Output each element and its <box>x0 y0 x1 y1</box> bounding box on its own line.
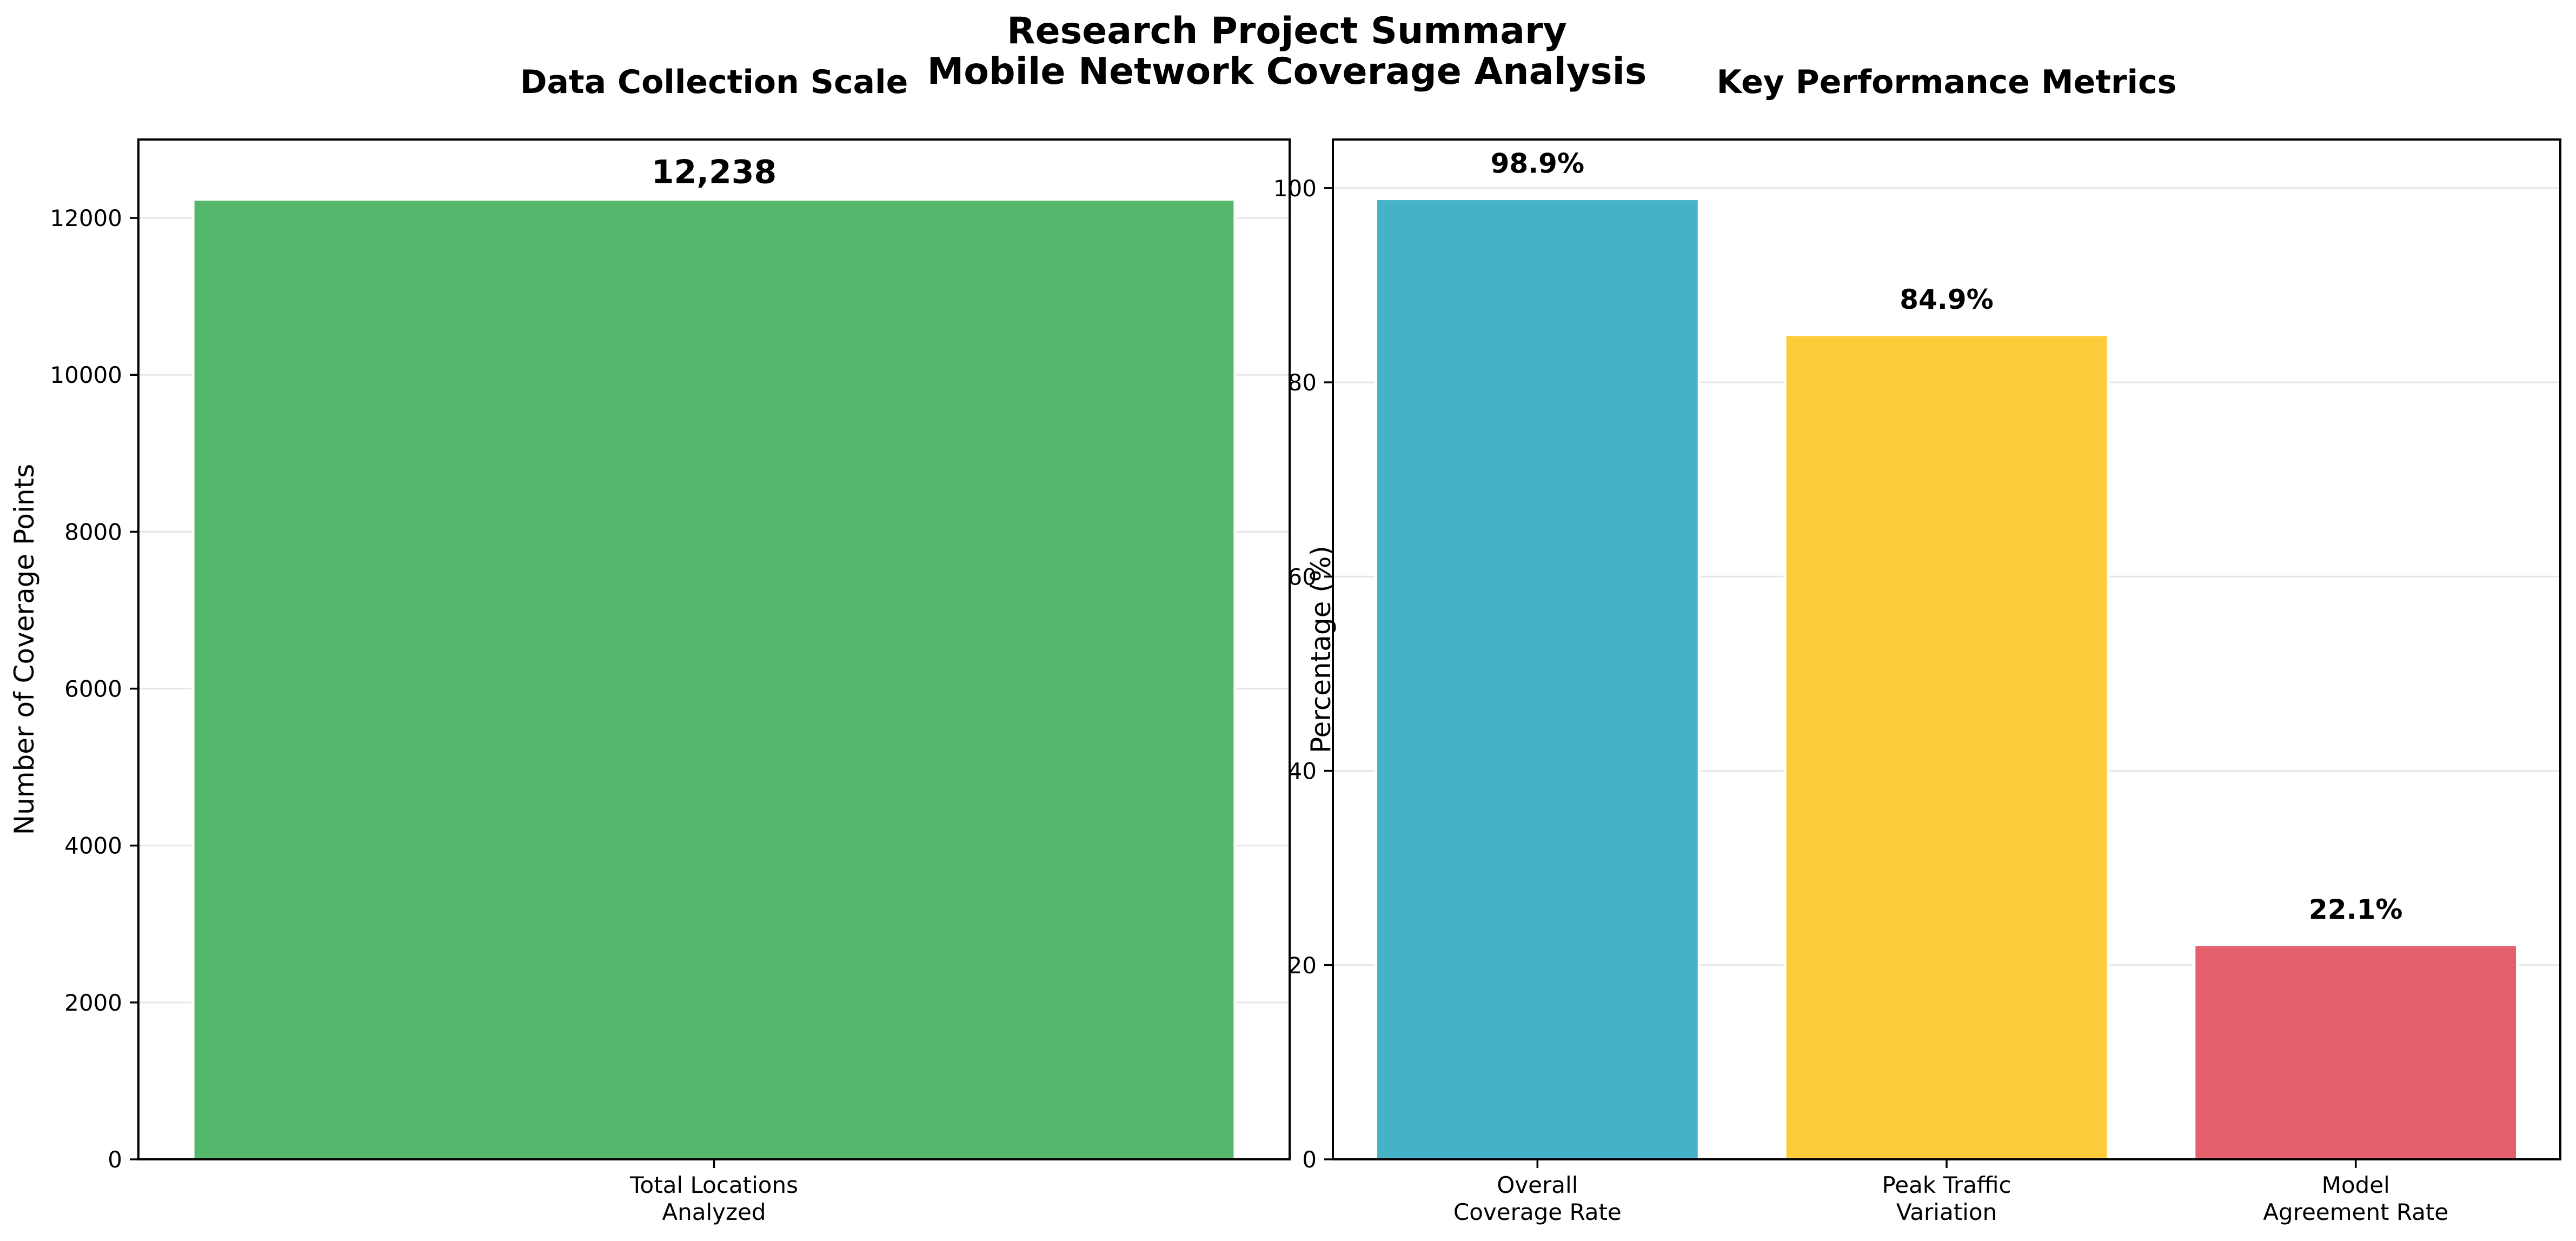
y-tick-label: 20 <box>1288 952 1317 979</box>
y-tick-label: 0 <box>108 1146 122 1173</box>
y-tick-label: 4000 <box>64 833 122 859</box>
x-tick-label: Total Locations Analyzed <box>629 1172 798 1225</box>
data-label: 98.9% <box>1491 148 1584 180</box>
x-tick-label: Model Agreement Rate <box>2263 1172 2448 1225</box>
y-tick-label: 40 <box>1288 758 1317 785</box>
data-label: 12,238 <box>652 154 777 191</box>
y-tick-label: 2000 <box>64 990 122 1016</box>
y-tick-label: 12000 <box>50 205 122 231</box>
plot-frame <box>1332 138 2561 1160</box>
bar <box>2193 943 2519 1161</box>
bar <box>191 198 1237 1161</box>
figure-title-line-2: Mobile Network Coverage Analysis <box>927 50 1647 93</box>
x-tick-label: Overall Coverage Rate <box>1453 1172 1622 1225</box>
bar <box>1783 333 2110 1161</box>
x-tick-label: Peak Traffic Variation <box>1882 1172 2011 1225</box>
y-tick-label: 0 <box>1302 1146 1317 1173</box>
bar <box>1374 197 1701 1161</box>
y-tick-label: 60 <box>1288 563 1317 590</box>
y-tick-label: 100 <box>1273 175 1317 202</box>
y-tick-label: 80 <box>1288 369 1317 396</box>
figure-title-line-1: Research Project Summary <box>1007 10 1567 52</box>
performance-metrics-chart: 0 20 40 60 80 100 98.9% Overall Coverage Rate 84.… <box>1273 63 2561 1225</box>
y-tick-label: 8000 <box>64 519 122 545</box>
chart-title: Key Performance Metrics <box>1717 63 2177 101</box>
data-label: 22.1% <box>2309 894 2402 925</box>
data-label: 84.9% <box>1900 284 1993 315</box>
chart-title: Data Collection Scale <box>520 63 908 101</box>
coverage-points-chart: 0 2000 4000 6000 8000 10000 12000 12,238 Total L… <box>9 63 1291 1225</box>
y-tick-label: 6000 <box>64 676 122 702</box>
y-axis-label: Percentage (%) <box>1305 546 1337 753</box>
plot-frame <box>137 138 1291 1160</box>
y-tick-label: 10000 <box>50 362 122 388</box>
y-axis-label: Number of Coverage Points <box>9 464 40 835</box>
